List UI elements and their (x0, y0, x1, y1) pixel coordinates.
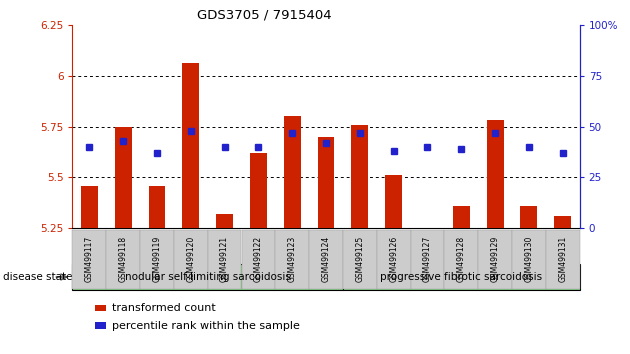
Bar (453, 206, 470, 228)
Text: GSM499117: GSM499117 (85, 236, 94, 282)
Text: transformed count: transformed count (112, 303, 216, 313)
Text: GSM499120: GSM499120 (186, 236, 195, 282)
Text: GSM499128: GSM499128 (457, 236, 466, 282)
Bar (284, 116, 301, 228)
Bar (216, 214, 233, 228)
Bar (318, 137, 335, 228)
Bar (81, 185, 98, 228)
Text: GSM499129: GSM499129 (491, 236, 500, 282)
Text: disease state: disease state (3, 272, 72, 282)
Text: GSM499121: GSM499121 (220, 236, 229, 282)
Bar (250, 153, 267, 228)
Bar (520, 206, 537, 228)
Bar (554, 216, 571, 228)
Text: GSM499122: GSM499122 (254, 236, 263, 282)
Text: GSM499130: GSM499130 (524, 236, 534, 282)
Text: GDS3705 / 7915404: GDS3705 / 7915404 (197, 9, 332, 22)
Text: GSM499118: GSM499118 (118, 236, 128, 282)
Bar (115, 127, 132, 228)
Bar (486, 120, 503, 228)
Text: GSM499125: GSM499125 (355, 236, 364, 282)
Bar (385, 176, 402, 228)
Text: nodular self-limiting sarcoidosis: nodular self-limiting sarcoidosis (125, 272, 290, 282)
Text: GSM499124: GSM499124 (321, 236, 331, 282)
Text: percentile rank within the sample: percentile rank within the sample (112, 321, 300, 331)
Bar (149, 185, 166, 228)
Text: GSM499131: GSM499131 (558, 236, 567, 282)
Text: GSM499127: GSM499127 (423, 236, 432, 282)
Bar (352, 125, 369, 228)
Text: GSM499126: GSM499126 (389, 236, 398, 282)
Text: GSM499119: GSM499119 (152, 236, 161, 282)
Bar (182, 63, 199, 228)
Text: progressive fibrotic sarcoidosis: progressive fibrotic sarcoidosis (380, 272, 542, 282)
Text: GSM499123: GSM499123 (288, 236, 297, 282)
